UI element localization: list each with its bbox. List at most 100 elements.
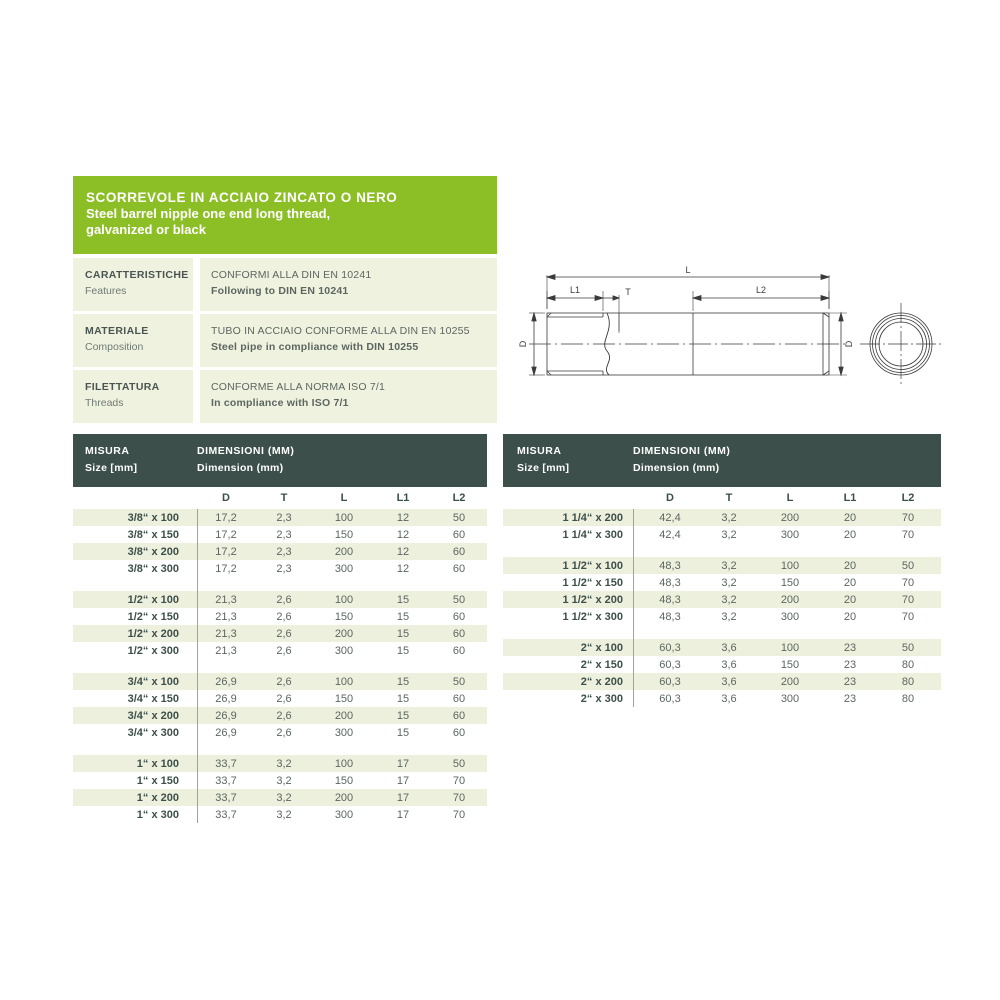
cell-t: 2,6: [276, 726, 292, 739]
product-title-english-line1: Steel barrel nipple one end long thread,: [86, 206, 331, 221]
product-title-italian: SCORREVOLE IN ACCIAIO ZINCATO O NERO: [86, 190, 398, 205]
dimension-label-D-right: D: [844, 340, 854, 347]
cell-d: 42,4: [659, 528, 681, 541]
cell-l1: 12: [396, 562, 410, 575]
cell-d: 33,7: [215, 774, 237, 787]
cell-l: 300: [780, 692, 800, 705]
cell-size: 1/2“ x 200: [127, 627, 179, 640]
table-row: 3/4“ x 300 26,9 2,6 300 15 60: [73, 724, 487, 741]
cell-l1: 15: [396, 726, 410, 739]
cell-l1: 15: [396, 675, 410, 688]
spec-table-left: MISURA Size [mm] DIMENSIONI (MM) Dimensi…: [73, 434, 487, 823]
table-row: 1“ x 200 33,7 3,2 200 17 70: [73, 789, 487, 806]
cell-d: 26,9: [215, 675, 237, 688]
features-row: FILETTATURA Threads CONFORME ALLA NORMA …: [73, 370, 497, 423]
features-value-english: Steel pipe in compliance with DIN 10255: [211, 341, 419, 353]
spec-group-gap: [73, 659, 487, 673]
cell-l: 200: [334, 709, 354, 722]
cell-l2: 50: [452, 757, 466, 770]
dimension-label-L1: L1: [570, 285, 580, 295]
features-row: MATERIALE Composition TUBO IN ACCIAIO CO…: [73, 314, 497, 367]
cell-l: 150: [334, 774, 354, 787]
column-header-L2: L2: [901, 492, 915, 504]
cell-d: 48,3: [659, 576, 681, 589]
cell-l2: 60: [452, 644, 466, 657]
cell-t: 2,6: [276, 593, 292, 606]
product-title-banner: SCORREVOLE IN ACCIAIO ZINCATO O NERO Ste…: [73, 176, 497, 254]
column-header-L: L: [786, 492, 794, 504]
cell-l: 150: [780, 658, 800, 671]
cell-t: 3,2: [276, 757, 292, 770]
technical-drawing: L L1 L2 T D D: [515, 255, 945, 415]
cell-l: 200: [334, 791, 354, 804]
spec-header-dimension-english: Dimension (mm): [197, 462, 284, 474]
cell-l2: 70: [901, 576, 915, 589]
features-table: CARATTERISTICHE Features CONFORMI ALLA D…: [73, 258, 497, 426]
cell-size: 2“ x 100: [580, 641, 623, 654]
cell-l2: 60: [452, 545, 466, 558]
column-header-L1: L1: [396, 492, 410, 504]
cell-t: 2,6: [276, 709, 292, 722]
spec-table-left-body: 3/8“ x 100 17,2 2,3 100 12 50 3/8“ x 150 17,2 2,…: [73, 509, 487, 823]
cell-l2: 50: [901, 641, 915, 654]
table-row: 2“ x 200 60,3 3,6 200 23 80: [503, 673, 941, 690]
spec-header-dimension-italian: DIMENSIONI (MM): [197, 445, 295, 457]
spec-table-left-header: MISURA Size [mm] DIMENSIONI (MM) Dimensi…: [73, 434, 487, 487]
spec-header-dimension: DIMENSIONI (MM) Dimension (mm): [197, 443, 487, 487]
cell-l2: 70: [901, 511, 915, 524]
cell-l: 300: [334, 726, 354, 739]
column-header-L2: L2: [452, 492, 466, 504]
features-value-english: Following to DIN EN 10241: [211, 285, 349, 297]
cell-size: 3/8“ x 200: [127, 545, 179, 558]
cell-size: 1 1/2“ x 150: [562, 576, 623, 589]
cell-l2: 60: [452, 528, 466, 541]
cell-t: 2,3: [276, 511, 292, 524]
cell-d: 21,3: [215, 644, 237, 657]
cell-t: 3,2: [276, 774, 292, 787]
spec-group-gap: [503, 625, 941, 639]
spec-header-size-italian: MISURA: [85, 445, 130, 457]
cell-size: 1 1/2“ x 200: [562, 593, 623, 606]
cell-l: 100: [780, 559, 800, 572]
cell-t: 3,2: [721, 511, 737, 524]
cell-size: 1 1/2“ x 100: [562, 559, 623, 572]
spec-group-gap: [503, 543, 941, 557]
cell-l1: 17: [396, 774, 410, 787]
table-row: 1 1/2“ x 300 48,3 3,2 300 20 70: [503, 608, 941, 625]
dimension-label-T: T: [625, 287, 631, 297]
cell-l2: 60: [452, 610, 466, 623]
cell-size: 1 1/2“ x 300: [562, 610, 623, 623]
cell-size: 2“ x 200: [580, 675, 623, 688]
cell-l: 150: [334, 610, 354, 623]
column-header-D: D: [666, 492, 674, 504]
column-header-T: T: [280, 492, 288, 504]
cell-t: 2,6: [276, 610, 292, 623]
features-gutter: [193, 258, 200, 311]
cell-l1: 15: [396, 709, 410, 722]
spec-group-gap: [73, 577, 487, 591]
cell-t: 2,3: [276, 545, 292, 558]
cell-l2: 80: [901, 675, 915, 688]
cell-l: 200: [334, 545, 354, 558]
table-row: 3/4“ x 150 26,9 2,6 150 15 60: [73, 690, 487, 707]
table-row: 1 1/2“ x 150 48,3 3,2 150 20 70: [503, 574, 941, 591]
cell-l1: 12: [396, 528, 410, 541]
cell-l1: 23: [843, 641, 857, 654]
cell-size: 1“ x 200: [136, 791, 179, 804]
column-header-L: L: [340, 492, 348, 504]
cell-l: 300: [334, 808, 354, 821]
cell-t: 2,3: [276, 528, 292, 541]
cell-l1: 23: [843, 692, 857, 705]
cell-t: 3,2: [276, 791, 292, 804]
cell-t: 3,6: [721, 675, 737, 688]
cell-l2: 60: [452, 692, 466, 705]
table-row: 1“ x 100 33,7 3,2 100 17 50: [73, 755, 487, 772]
cell-l: 100: [334, 511, 354, 524]
cell-l: 300: [334, 562, 354, 575]
cell-d: 33,7: [215, 808, 237, 821]
cell-d: 26,9: [215, 726, 237, 739]
cell-size: 3/4“ x 100: [127, 675, 179, 688]
cell-l1: 17: [396, 757, 410, 770]
cell-d: 33,7: [215, 791, 237, 804]
cell-size: 1“ x 100: [136, 757, 179, 770]
